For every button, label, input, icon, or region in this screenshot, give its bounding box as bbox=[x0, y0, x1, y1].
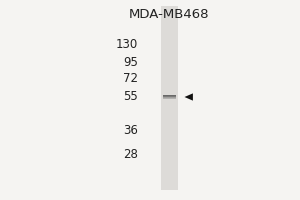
Bar bbox=[161, 6, 178, 190]
Text: 130: 130 bbox=[116, 38, 138, 51]
Bar bbox=[163, 97, 176, 98]
Bar bbox=[163, 96, 176, 97]
Text: 36: 36 bbox=[123, 123, 138, 136]
Polygon shape bbox=[184, 93, 193, 101]
Text: 72: 72 bbox=[123, 72, 138, 86]
Text: MDA-MB468: MDA-MB468 bbox=[129, 8, 210, 21]
Text: 55: 55 bbox=[123, 90, 138, 104]
Bar bbox=[163, 95, 176, 96]
Text: 28: 28 bbox=[123, 148, 138, 162]
Bar bbox=[163, 98, 176, 99]
Text: 95: 95 bbox=[123, 56, 138, 70]
